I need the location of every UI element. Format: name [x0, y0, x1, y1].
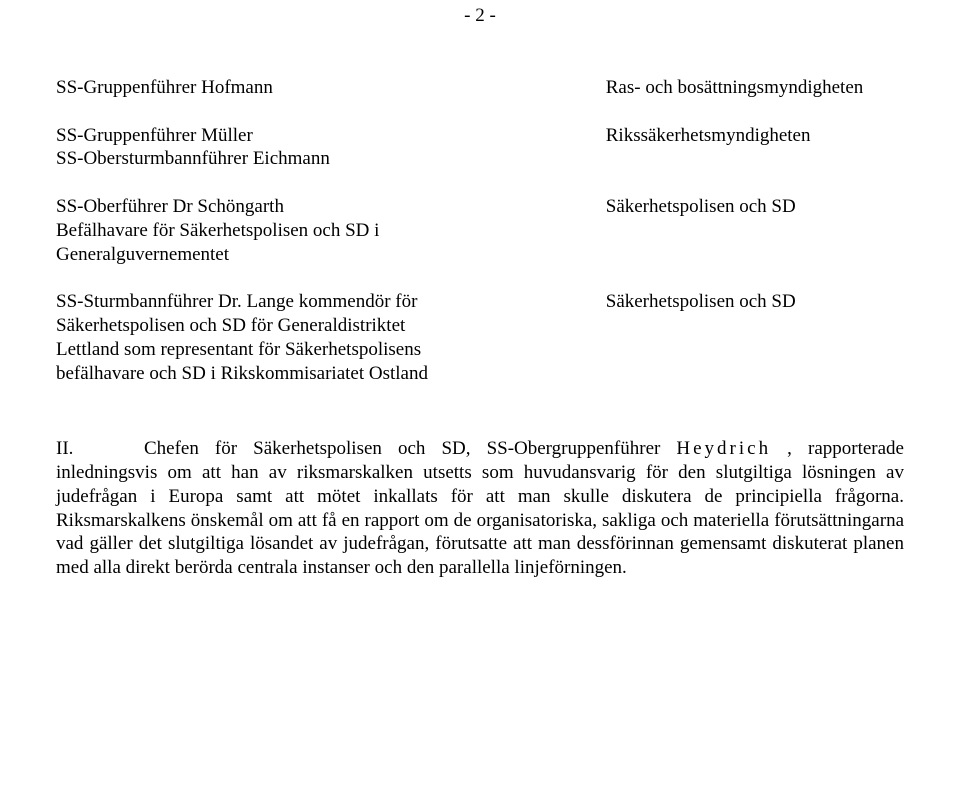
row-right: Rikssäkerhetsmyndigheten	[606, 124, 928, 172]
row-left: SS-Gruppenführer MüllerSS-Obersturmbannf…	[56, 124, 606, 172]
section-paragraph: II.Chefen för Säkerhetspolisen och SD, S…	[56, 437, 904, 580]
para-text-before: Chefen för Säkerhetspolisen och SD, SS-O…	[144, 438, 676, 459]
list-row: SS-Sturmbannführer Dr. Lange kommendör f…	[56, 290, 904, 385]
spaced-name: Heydrich	[676, 438, 771, 459]
row-right: Säkerhetspolisen och SD	[606, 195, 928, 266]
list-row: SS-Oberführer Dr SchöngarthBefälhavare f…	[56, 195, 904, 266]
page-number: - 2 -	[56, 4, 904, 28]
row-right: Ras- och bosättningsmyndigheten	[606, 76, 928, 100]
section-roman: II.	[56, 437, 144, 461]
list-row: SS-Gruppenführer Hofmann Ras- och bosätt…	[56, 76, 904, 100]
document-page: - 2 - SS-Gruppenführer Hofmann Ras- och …	[0, 0, 960, 580]
list-row: SS-Gruppenführer MüllerSS-Obersturmbannf…	[56, 124, 904, 172]
row-left: SS-Oberführer Dr SchöngarthBefälhavare f…	[56, 195, 606, 266]
row-left: SS-Sturmbannführer Dr. Lange kommendör f…	[56, 290, 606, 385]
row-right: Säkerhetspolisen och SD	[606, 290, 928, 385]
row-left: SS-Gruppenführer Hofmann	[56, 76, 606, 100]
